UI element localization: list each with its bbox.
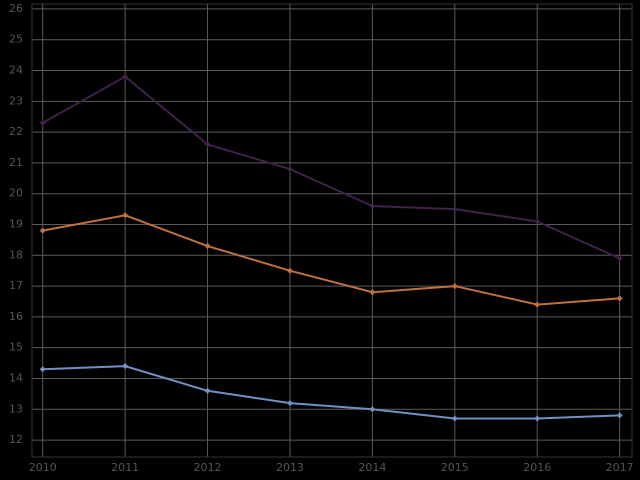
y-tick-label: 24 (9, 64, 23, 77)
point-marker (204, 141, 211, 148)
series-line (42, 75, 621, 260)
y-tick-label: 25 (9, 33, 23, 46)
point-marker (534, 218, 541, 225)
x-tick-label: 2012 (194, 461, 222, 474)
point-marker (369, 406, 376, 413)
x-tick-label: 2015 (441, 461, 469, 474)
y-tick-label: 20 (9, 187, 23, 200)
x-tick-label: 2010 (29, 461, 57, 474)
point-marker (616, 295, 623, 302)
point-marker (204, 387, 211, 394)
point-marker (451, 283, 458, 290)
point-marker (204, 243, 211, 250)
x-tick-label: 2017 (606, 461, 634, 474)
point-marker (39, 227, 46, 234)
point-marker (534, 415, 541, 422)
y-tick-label: 19 (9, 217, 23, 230)
point-marker (369, 203, 376, 210)
point-marker (286, 400, 293, 407)
x-tick-label: 2014 (358, 461, 386, 474)
x-tick-label: 2016 (523, 461, 551, 474)
point-marker (286, 166, 293, 173)
y-tick-label: 15 (9, 341, 23, 354)
x-tick-label: 2013 (276, 461, 304, 474)
x-tick-label: 2011 (111, 461, 139, 474)
series-line (42, 365, 620, 420)
point-marker (369, 289, 376, 296)
point-marker (451, 206, 458, 213)
point-marker (616, 412, 623, 419)
y-tick-label: 14 (9, 371, 23, 384)
point-marker (451, 415, 458, 422)
y-tick-label: 17 (9, 279, 23, 292)
point-marker (122, 73, 129, 80)
point-marker (39, 119, 46, 126)
point-marker (122, 363, 129, 370)
point-marker (122, 212, 129, 219)
y-tick-label: 13 (9, 402, 23, 415)
y-tick-label: 23 (9, 94, 23, 107)
y-tick-label: 16 (9, 310, 23, 323)
point-marker (534, 301, 541, 308)
y-tick-label: 22 (9, 125, 23, 138)
y-tick-label: 12 (9, 433, 23, 446)
point-marker (286, 267, 293, 274)
point-marker (39, 366, 46, 373)
plot-frame (31, 3, 633, 458)
series-line (42, 214, 620, 306)
point-marker (616, 255, 623, 262)
y-tick-label: 26 (9, 2, 23, 15)
y-tick-label: 18 (9, 248, 23, 261)
y-tick-label: 21 (9, 156, 23, 169)
